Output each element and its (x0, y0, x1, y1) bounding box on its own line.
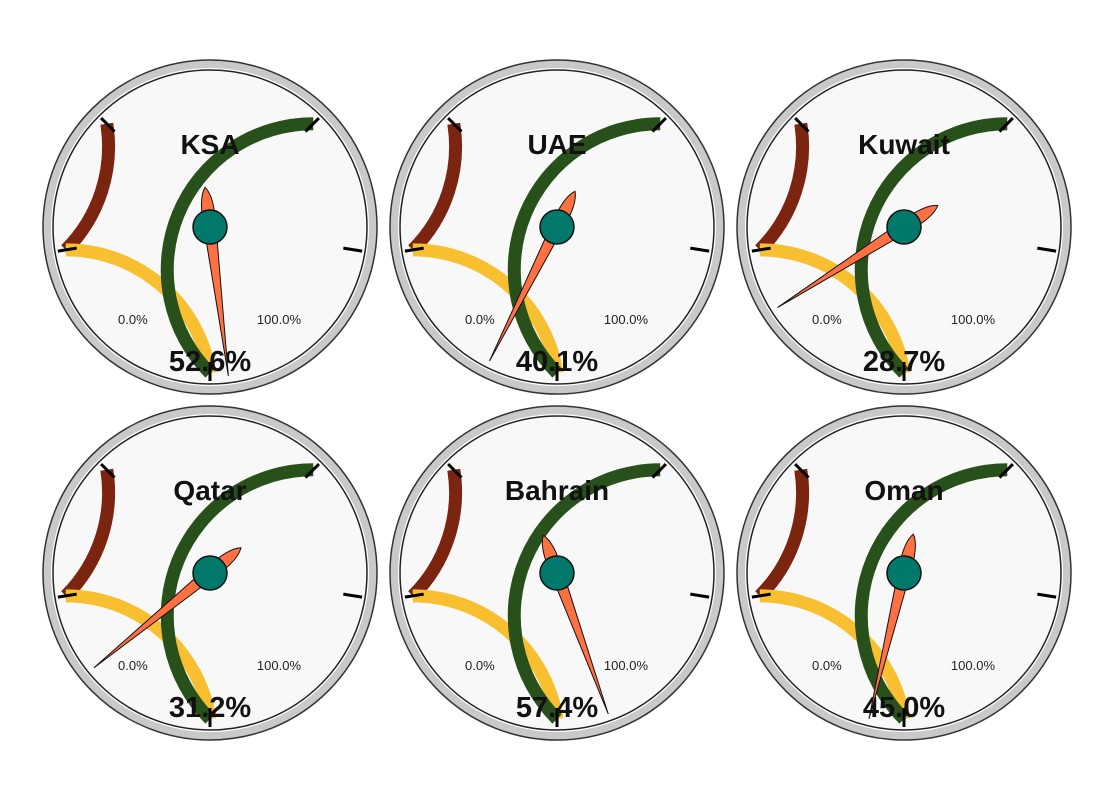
gauge-band-2 (507, 117, 661, 378)
gauge-tick (447, 117, 463, 133)
gauge-tick (1037, 246, 1057, 253)
gauge-band-1 (412, 589, 564, 721)
gauge-hub (886, 555, 922, 591)
gauge-max-label: 100.0% (951, 312, 996, 327)
gauge-qatar: 0.0% 100.0% Qatar 31.2% (42, 405, 378, 741)
gauge-max-label: 100.0% (604, 658, 649, 673)
gauge-band-1 (412, 243, 564, 375)
gauge-value-label: 45.0% (863, 692, 945, 724)
gauge-band-2 (507, 463, 661, 724)
gauge-tick (1037, 592, 1057, 599)
gauge-hub (192, 555, 228, 591)
gauge-band-2 (160, 463, 314, 724)
gauge-max-label: 100.0% (951, 658, 996, 673)
gauge-tick (751, 592, 771, 599)
gauge-min-label: 0.0% (812, 658, 842, 673)
gauge-min-label: 0.0% (465, 658, 495, 673)
gauge-tick (304, 463, 320, 479)
gauge-tick (998, 117, 1014, 133)
gauge-value-label: 52.6% (169, 346, 251, 378)
gauge-tick (404, 592, 424, 599)
gauge-tick (343, 592, 363, 599)
gauge-band-0 (755, 468, 810, 601)
gauge-tick (794, 117, 810, 133)
gauge-max-label: 100.0% (257, 658, 302, 673)
gauge-value-label: 31.2% (169, 692, 251, 724)
gauge-min-label: 0.0% (465, 312, 495, 327)
gauge-title: KSA (180, 129, 239, 160)
gauge-tick (651, 117, 667, 133)
gauge-tick (100, 463, 116, 479)
gauge-band-1 (65, 243, 217, 375)
gauge-title: Qatar (173, 475, 246, 506)
gauge-title: Oman (864, 475, 943, 506)
gauge-band-0 (755, 122, 810, 255)
gauge-tick (447, 463, 463, 479)
gauge-min-label: 0.0% (118, 658, 148, 673)
gauge-tick (57, 246, 77, 253)
gauge-uae: 0.0% 100.0% UAE 40.1% (389, 59, 725, 395)
gauge-band-0 (61, 122, 116, 255)
gauge-tick (751, 246, 771, 253)
gauge-tick (794, 463, 810, 479)
gauge-band-1 (759, 589, 911, 721)
gauge-min-label: 0.0% (118, 312, 148, 327)
gauge-value-label: 28.7% (863, 346, 945, 378)
gauge-hub (539, 209, 575, 245)
gauge-tick (690, 592, 710, 599)
gauge-max-label: 100.0% (604, 312, 649, 327)
gauge-oman: 0.0% 100.0% Oman 45.0% (736, 405, 1072, 741)
gauge-title: Kuwait (858, 129, 950, 160)
gauge-hub (886, 209, 922, 245)
gauge-title: UAE (527, 129, 586, 160)
gauge-value-label: 57.4% (516, 692, 598, 724)
gauge-band-2 (854, 463, 1008, 724)
gauge-tick (343, 246, 363, 253)
gauge-band-1 (759, 243, 911, 375)
gauge-band-0 (408, 122, 463, 255)
gauge-kuwait: 0.0% 100.0% Kuwait 28.7% (736, 59, 1072, 395)
gauge-band-2 (160, 117, 314, 378)
gauge-max-label: 100.0% (257, 312, 302, 327)
gauge-tick (57, 592, 77, 599)
gauge-band-0 (408, 468, 463, 601)
gauge-ksa: 0.0% 100.0% KSA 52.6% (42, 59, 378, 395)
gauge-title: Bahrain (505, 475, 609, 506)
gauge-band-2 (854, 117, 1008, 378)
gauge-band-0 (61, 468, 116, 601)
gauge-tick (651, 463, 667, 479)
gauge-tick (100, 117, 116, 133)
gauge-hub (192, 209, 228, 245)
gauge-band-1 (65, 589, 217, 721)
gauge-tick (998, 463, 1014, 479)
gauge-hub (539, 555, 575, 591)
gauge-bahrain: 0.0% 100.0% Bahrain 57.4% (389, 405, 725, 741)
gauge-tick (690, 246, 710, 253)
gauge-value-label: 40.1% (516, 346, 598, 378)
gauge-tick (304, 117, 320, 133)
gauge-tick (404, 246, 424, 253)
gauge-min-label: 0.0% (812, 312, 842, 327)
